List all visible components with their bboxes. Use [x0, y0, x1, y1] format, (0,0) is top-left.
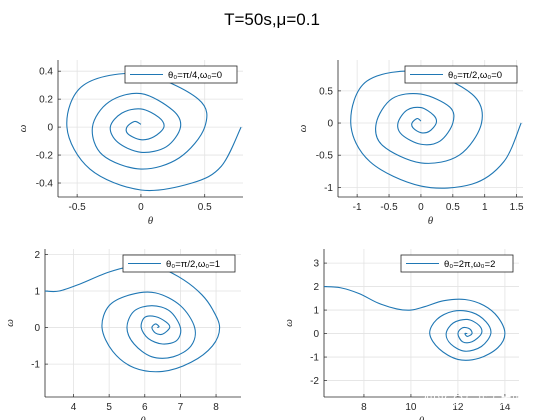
legend-box — [122, 254, 236, 273]
y-axis-label: ω — [4, 319, 16, 327]
y-tick-label: -2 — [310, 376, 319, 387]
x-tick-label: 4 — [71, 402, 77, 413]
x-tick-label: -0.5 — [69, 202, 87, 213]
subplot-3: 4 5 6 7 8 -1 0 1 2 θ ω θ₀=π/2,ω₀=1 — [4, 249, 241, 420]
x-tick-label: 14 — [499, 402, 511, 413]
legend-entry: θ₀=π/2,ω₀=0 — [448, 70, 502, 81]
x-axis-label: θ — [140, 415, 146, 420]
y-tick-label: 2 — [34, 250, 40, 261]
y-axis-label: ω — [283, 319, 295, 327]
series-line-1 — [323, 286, 506, 361]
y-tick-label: 3 — [313, 259, 319, 270]
legend-box — [124, 65, 238, 84]
y-tick-label: 2 — [313, 282, 319, 293]
x-tick-label: 8 — [213, 402, 219, 413]
y-tick-label: 0 — [34, 323, 40, 334]
figure-title: T=50s,μ=0.1 — [224, 10, 320, 29]
x-tick-label: 8 — [361, 402, 367, 413]
series-line-1 — [350, 70, 522, 189]
legend-entry: θ₀=π/2,ω₀=1 — [166, 259, 220, 270]
x-tick-label: 5 — [106, 402, 112, 413]
x-axis-label: θ — [148, 215, 154, 227]
plot-area — [45, 249, 241, 397]
x-tick-label: 12 — [452, 402, 464, 413]
y-tick-label: 1 — [313, 306, 319, 317]
x-tick-label: 0 — [138, 202, 144, 213]
x-tick-label: 1 — [482, 202, 488, 213]
y-tick-label: -1 — [310, 353, 319, 364]
y-tick-label: 0 — [47, 123, 53, 134]
y-tick-label: -1 — [324, 183, 333, 194]
y-tick-label: -1 — [31, 360, 40, 371]
x-tick-label: 6 — [142, 402, 148, 413]
y-tick-label: 0 — [313, 329, 319, 340]
x-tick-label: -0.5 — [380, 202, 398, 213]
legend-entry: θ₀=π/4,ω₀=0 — [168, 70, 222, 81]
x-axis-label: θ — [419, 415, 425, 420]
y-axis-label: ω — [297, 124, 309, 132]
x-tick-label: 1.5 — [510, 202, 524, 213]
y-tick-label: 0 — [327, 119, 333, 130]
y-axis-label: ω — [17, 124, 29, 132]
subplot-1: -0.5 0 0.5 -0.4 -0.2 0 0.2 0.4 θ ω θ₀=π/4,ω₀=0 — [17, 60, 243, 227]
x-tick-label: -1 — [353, 202, 362, 213]
series-line-1 — [44, 264, 221, 373]
subplot-grid: -0.5 0 0.5 -0.4 -0.2 0 0.2 0.4 θ ω θ₀=π/4,ω₀=0 -1 -0… — [4, 60, 524, 420]
y-tick-label: 0.4 — [39, 67, 53, 78]
series-line-1 — [66, 72, 242, 192]
x-tick-label: 0.5 — [198, 202, 212, 213]
legend-box — [404, 65, 518, 84]
watermark: 知乎 @与我无关的忧伤 — [424, 392, 548, 407]
y-tick-label: 0.5 — [319, 86, 333, 97]
legend-entry: θ₀=2π,ω₀=2 — [444, 259, 495, 270]
x-tick-label: 0.5 — [446, 202, 460, 213]
y-tick-label: -0.4 — [36, 179, 54, 190]
y-tick-label: 1 — [34, 287, 40, 298]
y-tick-label: -0.2 — [36, 151, 54, 162]
legend-box — [400, 254, 514, 273]
x-tick-label: 0 — [418, 202, 424, 213]
x-tick-label: 10 — [405, 402, 417, 413]
x-tick-label: 7 — [178, 402, 184, 413]
subplot-2: -1 -0.5 0 0.5 1 1.5 -1 -0.5 0 0.5 θ ω θ₀=π/2,ω₀=0 — [297, 60, 524, 227]
y-tick-label: -0.5 — [316, 151, 334, 162]
x-axis-label: θ — [428, 215, 434, 227]
y-tick-label: 0.2 — [39, 95, 53, 106]
